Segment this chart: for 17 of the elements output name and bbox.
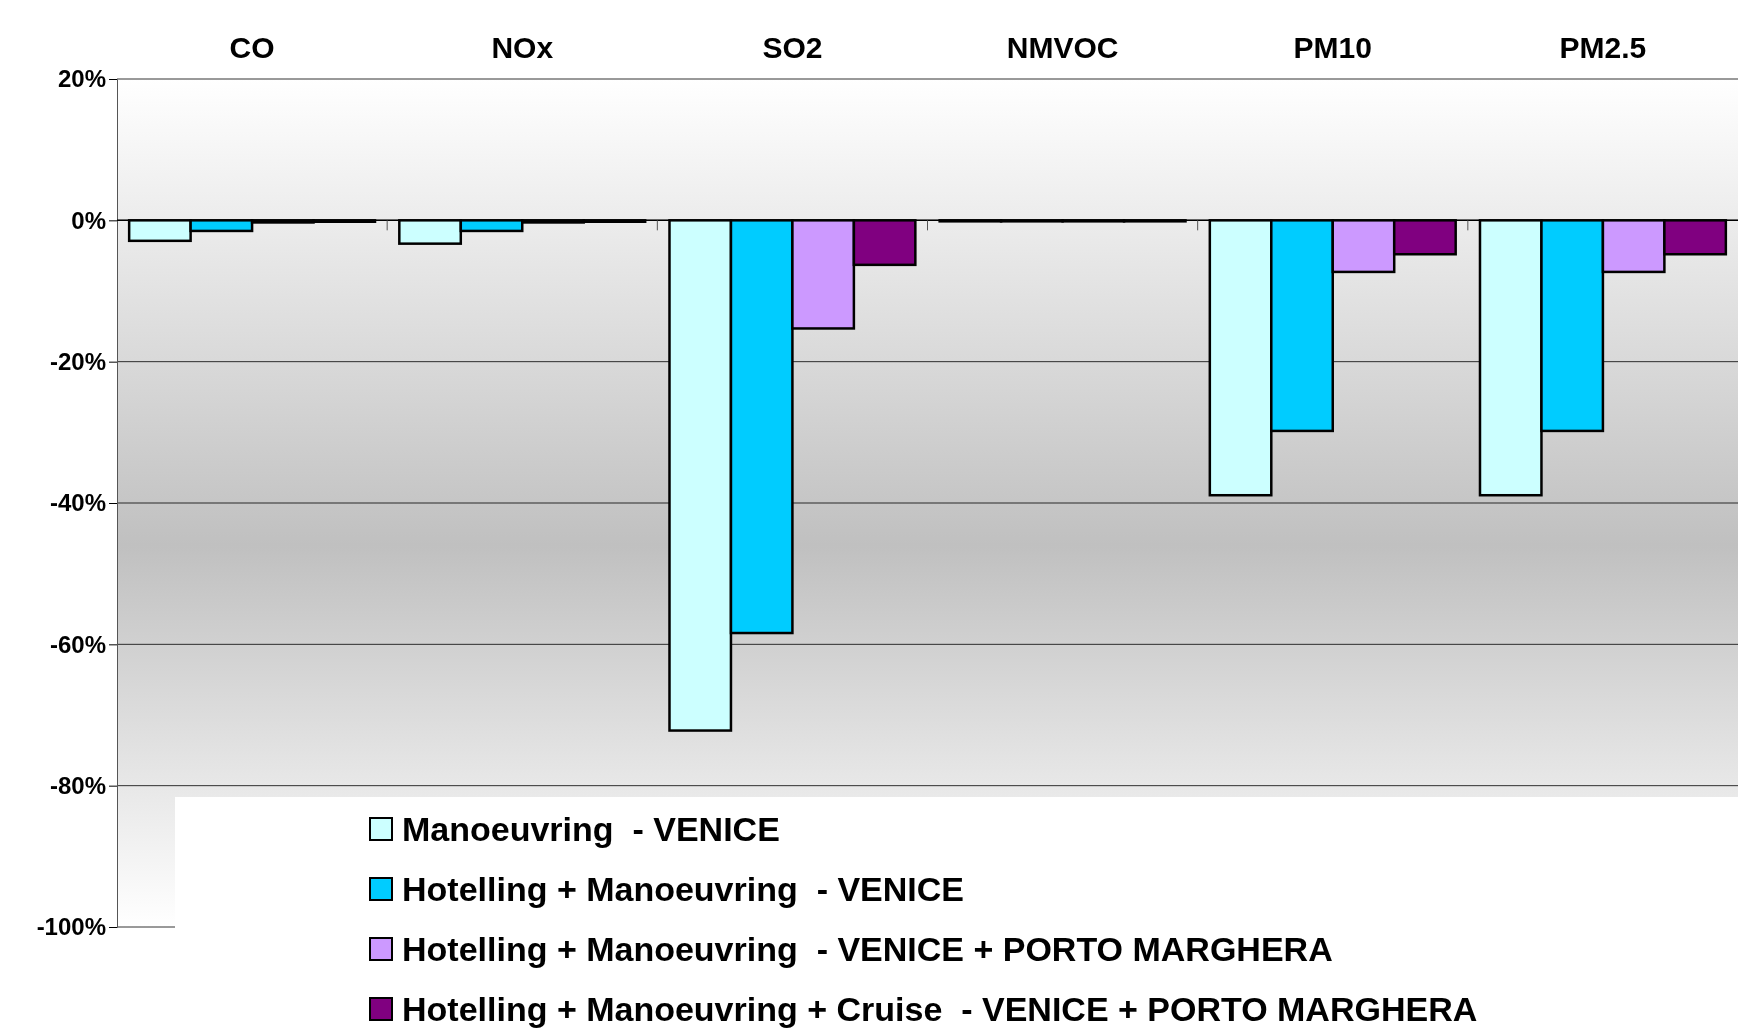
legend-label: Hotelling + Manoeuvring - VENICE: [402, 869, 964, 908]
x-tick-label: NOx: [491, 31, 554, 64]
y-tick-label: -100%: [36, 913, 106, 941]
y-tick-label: -20%: [49, 347, 106, 375]
y-tick-label: 20%: [57, 65, 106, 93]
y-tick-label: -60%: [49, 630, 106, 658]
x-tick-label: CO: [229, 31, 275, 64]
legend-label: Hotelling + Manoeuvring + Cruise - VENICE + PORTO MARGHERA: [402, 989, 1478, 1028]
x-tick-label: PM2.5: [1559, 31, 1647, 64]
x-tick-label: PM10: [1293, 31, 1372, 64]
y-tick-label: 0%: [71, 206, 106, 234]
legend-label: Hotelling + Manoeuvring - VENICE + PORTO MARGHERA: [402, 929, 1333, 968]
y-tick-label: -80%: [49, 771, 106, 799]
legend-label: Manoeuvring - VENICE: [402, 809, 780, 848]
x-tick-label: NMVOC: [1006, 31, 1119, 64]
y-tick-label: -40%: [49, 489, 106, 517]
x-tick-label: SO2: [762, 31, 823, 64]
